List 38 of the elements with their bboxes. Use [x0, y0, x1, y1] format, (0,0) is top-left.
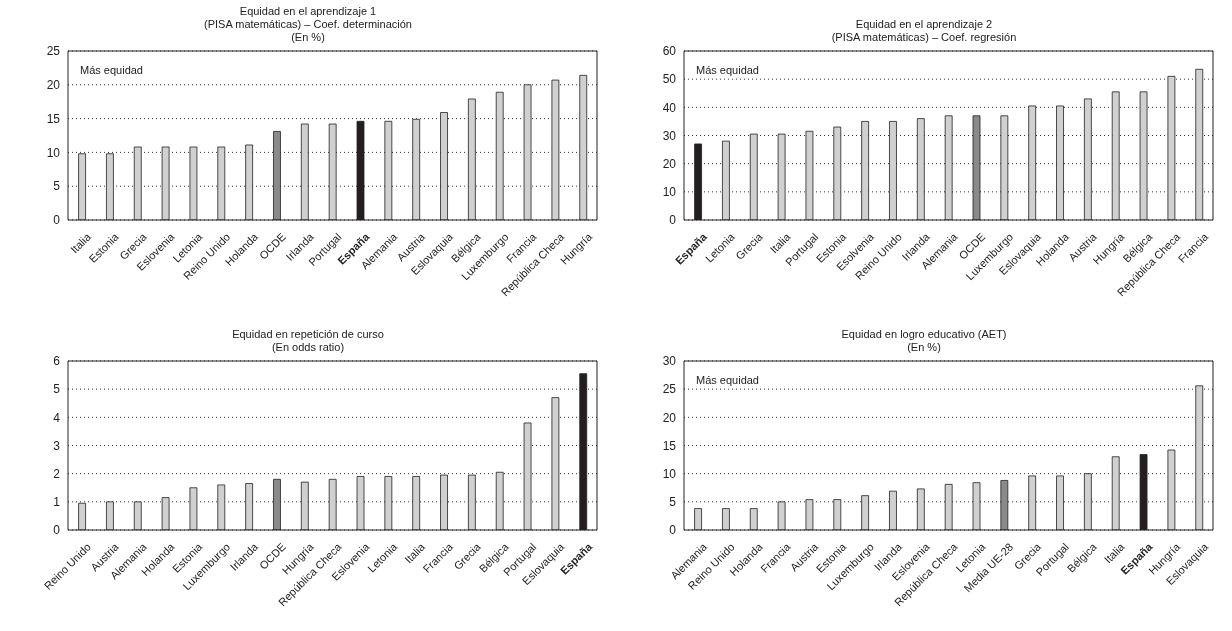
y-tick-label: 25 — [46, 44, 61, 59]
chart-title: Equidad en el aprendizaje 1 — [238, 5, 378, 18]
chart-title: Equidad en logro educativo (AET) — [840, 328, 1008, 341]
y-tick-label: 40 — [662, 100, 677, 115]
y-tick-label: 20 — [46, 78, 61, 93]
y-tick-label: 5 — [53, 179, 61, 194]
y-tick-label: 0 — [669, 523, 677, 538]
y-tick-label: 6 — [53, 354, 61, 369]
y-tick-label: 30 — [662, 354, 677, 369]
y-tick-label: 20 — [662, 410, 677, 425]
y-tick-label: 10 — [662, 185, 677, 200]
annotation: Más equidad — [80, 64, 143, 76]
y-tick-label: 5 — [669, 495, 677, 510]
y-tick-label: 15 — [662, 438, 677, 453]
chart-subtitle: (En %) — [906, 341, 942, 354]
y-tick-label: 0 — [53, 213, 61, 228]
y-tick-label: 1 — [53, 495, 61, 510]
chart-subtitle: (En odds ratio) — [270, 341, 346, 354]
y-tick-label: 4 — [53, 410, 61, 425]
annotation: Más equidad — [696, 374, 759, 386]
y-tick-label: 10 — [46, 145, 61, 160]
chart-title: Equidad en el aprendizaje 2 — [854, 18, 994, 31]
y-tick-label: 10 — [662, 466, 677, 481]
y-tick-label: 30 — [662, 128, 677, 143]
annotation: Más equidad — [696, 64, 759, 76]
y-tick-label: 0 — [669, 213, 677, 228]
chart-subtitle: (PISA matemáticas) – Coef. regresión — [830, 31, 1018, 44]
y-tick-label: 0 — [53, 523, 61, 538]
y-tick-label: 5 — [53, 382, 61, 397]
y-tick-label: 15 — [46, 111, 61, 126]
chart-subtitle: (PISA matemáticas) – Coef. determinación (En %) — [203, 18, 413, 44]
y-tick-label: 60 — [662, 44, 677, 59]
y-tick-label: 25 — [662, 382, 677, 397]
y-tick-label: 50 — [662, 72, 677, 87]
y-tick-label: 2 — [53, 466, 61, 481]
chart-title: Equidad en repetición de curso — [231, 328, 385, 341]
y-tick-label: 3 — [53, 438, 61, 453]
y-tick-label: 20 — [662, 156, 677, 171]
